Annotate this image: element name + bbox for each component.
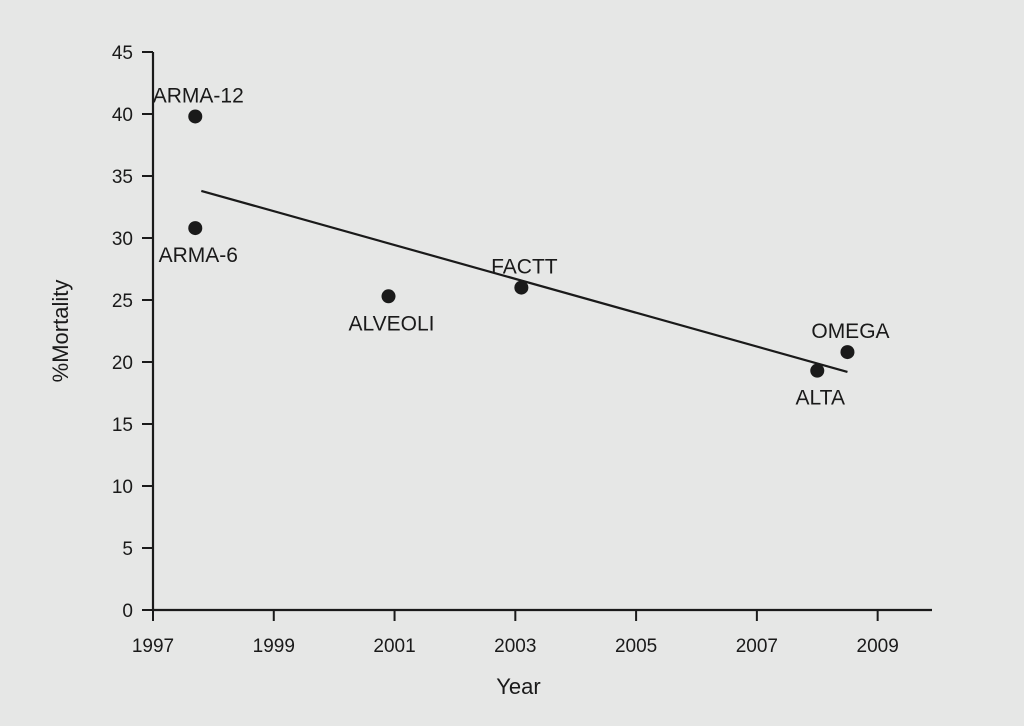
y-tick-label: 5 [122,539,133,560]
data-point [840,345,855,360]
y-axis-label: %Mortality [48,280,73,383]
data-point [810,363,825,378]
y-tick-label: 20 [112,353,133,374]
data-point-label: ARMA-6 [159,244,238,267]
y-axis-ticks: 0 5 10 15 20 25 30 35 40 45 [112,43,153,622]
x-tick-label: 1999 [253,636,295,657]
y-tick-label: 25 [112,291,133,312]
data-point-label: FACTT [491,256,558,279]
y-tick-label: 15 [112,415,133,436]
y-tick-label: 35 [112,167,133,188]
y-tick-label: 0 [122,601,133,622]
y-tick-label: 10 [112,477,133,498]
x-axis-ticks: 1997 1999 2001 2003 2005 2007 2009 [132,610,899,657]
x-tick-label: 2001 [373,636,415,657]
x-tick-label: 2003 [494,636,536,657]
data-points: ARMA-12 ARMA-6 ALVEOLI FACTT OMEGA ALTA [153,84,890,409]
x-tick-label: 2007 [736,636,778,657]
y-tick-label: 30 [112,229,133,250]
data-point [381,289,396,304]
axes [151,52,932,612]
x-tick-label: 1997 [132,636,174,657]
data-point-label: ARMA-12 [153,84,244,107]
y-tick-label: 45 [112,43,133,64]
data-point [514,280,529,295]
data-point [188,221,203,236]
y-tick-label: 40 [112,105,133,126]
data-point-label: ALVEOLI [349,312,435,335]
x-axis-label: Year [496,674,540,699]
x-tick-label: 2005 [615,636,657,657]
data-point-label: OMEGA [811,320,889,343]
data-point-label: ALTA [796,387,845,410]
x-tick-label: 2009 [857,636,899,657]
data-point [188,109,203,124]
